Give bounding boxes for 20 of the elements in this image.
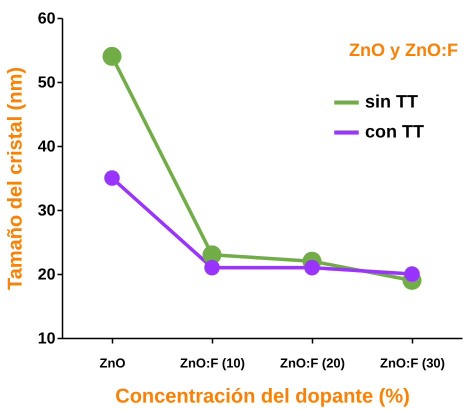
point <box>304 260 320 276</box>
y-tick-label: 40 <box>38 138 56 156</box>
point <box>102 46 122 66</box>
x-tick-label: ZnO <box>100 356 126 370</box>
x-axis-title: Concentración del dopante (%) <box>115 386 410 408</box>
legend-label: sin TT <box>365 92 418 112</box>
y-axis-title: Tamaño del cristal (nm) <box>4 66 27 290</box>
x-tick-label: ZnO:F (10) <box>180 356 245 370</box>
y-tick-label: 30 <box>38 202 56 220</box>
point <box>404 266 420 282</box>
point <box>104 170 120 186</box>
legend-label: con TT <box>365 122 424 142</box>
x-tick-label: ZnO:F (20) <box>280 356 345 370</box>
x-tick-label: ZnO:F (30) <box>380 356 445 370</box>
y-tick-label: 50 <box>38 74 56 92</box>
y-tick-label: 20 <box>38 266 56 284</box>
y-tick-label: 10 <box>38 330 56 348</box>
text: ZnO y ZnO:F <box>349 40 458 60</box>
y-tick-label: 60 <box>38 10 56 28</box>
point <box>204 260 220 276</box>
